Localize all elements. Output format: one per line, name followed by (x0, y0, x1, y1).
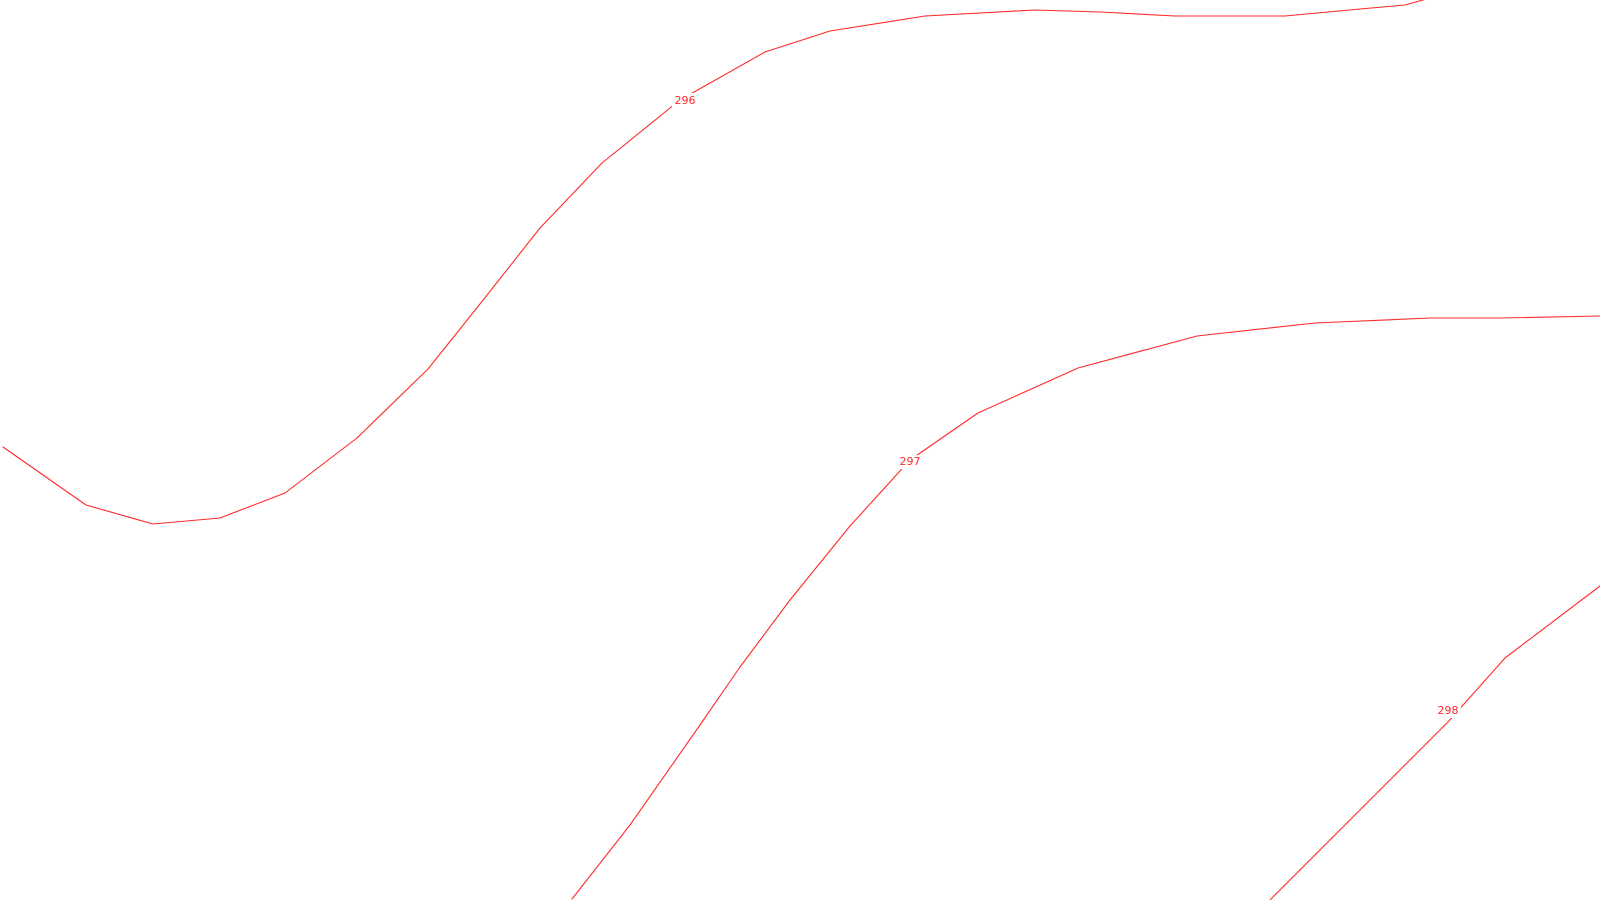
contour-label-halo-296 (672, 93, 698, 107)
contour-label-298: 298 (1438, 704, 1459, 717)
contour-label-297: 297 (900, 455, 921, 468)
contour-296: 296 (2, 0, 1425, 525)
contour-line-298 (1269, 585, 1600, 900)
contour-297: 297 (571, 315, 1600, 900)
contour-line-296 (2, 0, 1425, 525)
contour-label-296: 296 (675, 94, 696, 107)
contour-298: 298 (1269, 585, 1600, 900)
contour-label-halo-298 (1435, 704, 1461, 718)
contour-line-297 (571, 315, 1600, 900)
contour-label-halo-297 (897, 455, 923, 469)
